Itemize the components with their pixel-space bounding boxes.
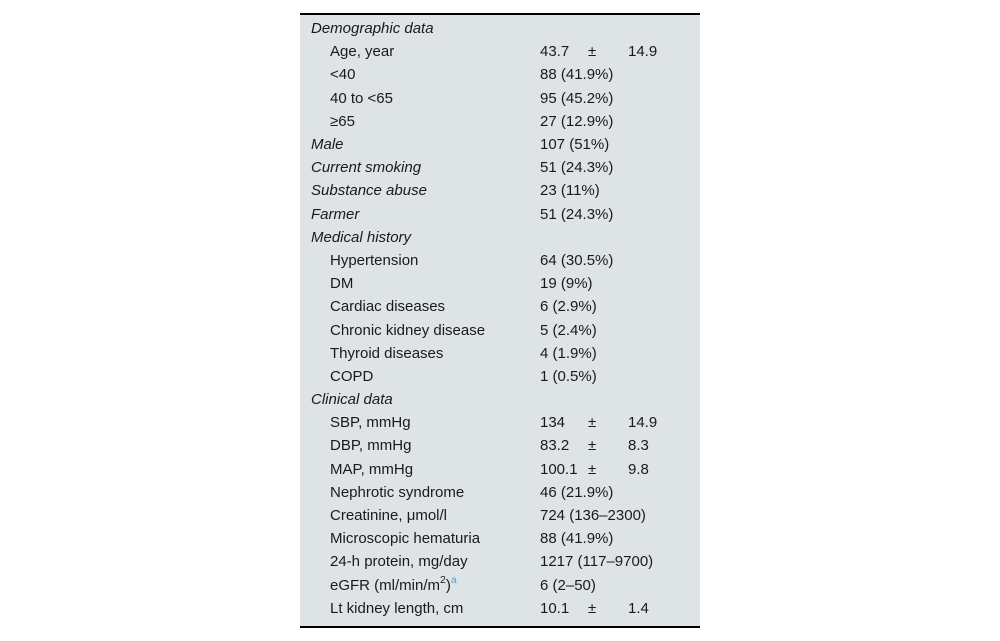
row-label: Thyroid diseases <box>330 344 444 362</box>
value-mean: 134 <box>540 414 566 432</box>
plus-minus-sign: ± <box>588 599 597 617</box>
table-row: Substance abuse 23 (11%) <box>300 179 700 202</box>
footnote-a-marker[interactable]: a <box>450 573 457 586</box>
row-label-text: 2 <box>440 573 446 586</box>
table-row: Hypertension 64 (30.5%) <box>300 249 700 272</box>
row-value: 88 (41.9%) <box>540 66 614 84</box>
table-row: Male 107 (51%) <box>300 133 700 156</box>
row-value: 5 (2.4%) <box>540 321 597 339</box>
table-row: Farmer 51 (24.3%) <box>300 203 700 226</box>
plus-minus-sign: ± <box>588 414 597 432</box>
row-value: 88 (41.9%) <box>540 530 614 548</box>
table-row: 24-h protein, mg/day 1217 (117–9700) <box>300 550 700 573</box>
value-sd: 8.3 <box>628 437 649 455</box>
row-value: 43.7 ±14.9 <box>540 43 700 60</box>
row-value: 23 (11%) <box>540 182 600 200</box>
row-label: Male <box>311 136 344 154</box>
table-row: 40 to <65 95 (45.2%) <box>300 87 700 110</box>
table-row: Current smoking 51 (24.3%) <box>300 156 700 179</box>
table-row: DM 19 (9%) <box>300 272 700 295</box>
table-row: Creatinine, μmol/l 724 (136–2300) <box>300 504 700 527</box>
table-row: Medical history <box>300 226 700 249</box>
row-label: Lt kidney length, cm <box>330 599 464 617</box>
table-row: Clinical data <box>300 388 700 411</box>
row-label: Farmer <box>311 205 360 223</box>
row-value: 6 (2.9%) <box>540 298 597 316</box>
row-value: 4 (1.9%) <box>540 344 597 362</box>
value-sd: 14.9 <box>628 414 658 432</box>
value-mean: 43.7 <box>540 43 570 61</box>
row-label: Medical history <box>311 228 412 246</box>
table-row: Nephrotic syndrome 46 (21.9%) <box>300 481 700 504</box>
row-value: 95 (45.2%) <box>540 89 614 107</box>
row-label: Substance abuse <box>311 182 427 200</box>
value-mean: 83.2 <box>540 437 570 455</box>
row-label: Microscopic hematuria <box>330 530 481 548</box>
value-sd: 1.4 <box>628 599 649 617</box>
plus-minus-sign: ± <box>588 437 597 455</box>
table-row: Chronic kidney disease 5 (2.4%) <box>300 318 700 341</box>
row-label: Chronic kidney disease <box>330 321 486 339</box>
row-label: ≥65 <box>330 112 355 130</box>
row-value: 46 (21.9%) <box>540 483 614 501</box>
table-row: eGFR (ml/min/m2)a 6 (2–50) <box>300 574 700 597</box>
value-sd: 9.8 <box>628 460 649 478</box>
row-value: 100.1 ±9.8 <box>540 461 700 478</box>
row-label: Nephrotic syndrome <box>330 483 465 501</box>
row-label: Creatinine, μmol/l <box>330 507 448 525</box>
row-label: MAP, mmHg <box>330 460 414 478</box>
table-row: Age, year 43.7 ±14.9 <box>300 40 700 63</box>
row-value: 107 (51%) <box>540 136 610 154</box>
row-label: Demographic data <box>311 20 434 38</box>
table-row: COPD 1 (0.5%) <box>300 365 700 388</box>
value-mean: 100.1 <box>540 460 578 478</box>
row-label: DBP, mmHg <box>330 437 412 455</box>
row-value: 19 (9%) <box>540 275 593 293</box>
table-top-rule <box>300 13 700 15</box>
row-label-text: eGFR (ml/min/m <box>330 576 440 594</box>
row-label: Hypertension <box>330 251 419 269</box>
table-row: Microscopic hematuria 88 (41.9%) <box>300 527 700 550</box>
row-label: COPD <box>330 367 374 385</box>
row-value: 724 (136–2300) <box>540 507 646 525</box>
row-value: 64 (30.5%) <box>540 251 614 269</box>
row-label: Age, year <box>330 43 395 61</box>
row-value: 83.2 ±8.3 <box>540 437 700 454</box>
table-row: MAP, mmHg 100.1 ±9.8 <box>300 458 700 481</box>
row-label-text: ) <box>445 576 451 594</box>
plus-minus-sign: ± <box>588 460 597 478</box>
row-label: <40 <box>330 66 356 84</box>
row-value: 51 (24.3%) <box>540 205 614 223</box>
row-value: 1217 (117–9700) <box>540 553 654 571</box>
value-sd: 14.9 <box>628 43 658 61</box>
table-row: <40 88 (41.9%) <box>300 63 700 86</box>
table-row: SBP, mmHg 134 ±14.9 <box>300 411 700 434</box>
table-row: Demographic data <box>300 17 700 40</box>
row-label: SBP, mmHg <box>330 414 411 432</box>
plus-minus-sign: ± <box>588 43 597 61</box>
row-label: 24-h protein, mg/day <box>330 553 468 571</box>
table-row: DBP, mmHg 83.2 ±8.3 <box>300 434 700 457</box>
table-row: Lt kidney length, cm 10.1 ±1.4 <box>300 597 700 620</box>
row-value: 51 (24.3%) <box>540 159 614 177</box>
row-value: 134 ±14.9 <box>540 414 700 431</box>
row-label: 40 to <65 <box>330 89 393 107</box>
row-value: 6 (2–50) <box>540 576 596 594</box>
value-mean: 10.1 <box>540 599 570 617</box>
table-row: Thyroid diseases 4 (1.9%) <box>300 342 700 365</box>
table-bottom-rule <box>300 625 700 628</box>
table-row: Cardiac diseases 6 (2.9%) <box>300 295 700 318</box>
row-label: Current smoking <box>311 159 422 177</box>
row-value: 27 (12.9%) <box>540 112 614 130</box>
table-body: Demographic data Age, year 43.7 ±14.9 <40 88 … <box>300 15 700 626</box>
row-value: 10.1 ±1.4 <box>540 600 700 617</box>
row-label: Cardiac diseases <box>330 298 446 316</box>
demographics-clinical-table: Demographic data Age, year 43.7 ±14.9 <40 88 … <box>300 13 700 628</box>
row-label: eGFR (ml/min/m2)a <box>300 573 540 594</box>
row-value: 1 (0.5%) <box>540 367 597 385</box>
table-row: ≥65 27 (12.9%) <box>300 110 700 133</box>
row-label: Clinical data <box>311 391 393 409</box>
row-label: DM <box>330 275 354 293</box>
